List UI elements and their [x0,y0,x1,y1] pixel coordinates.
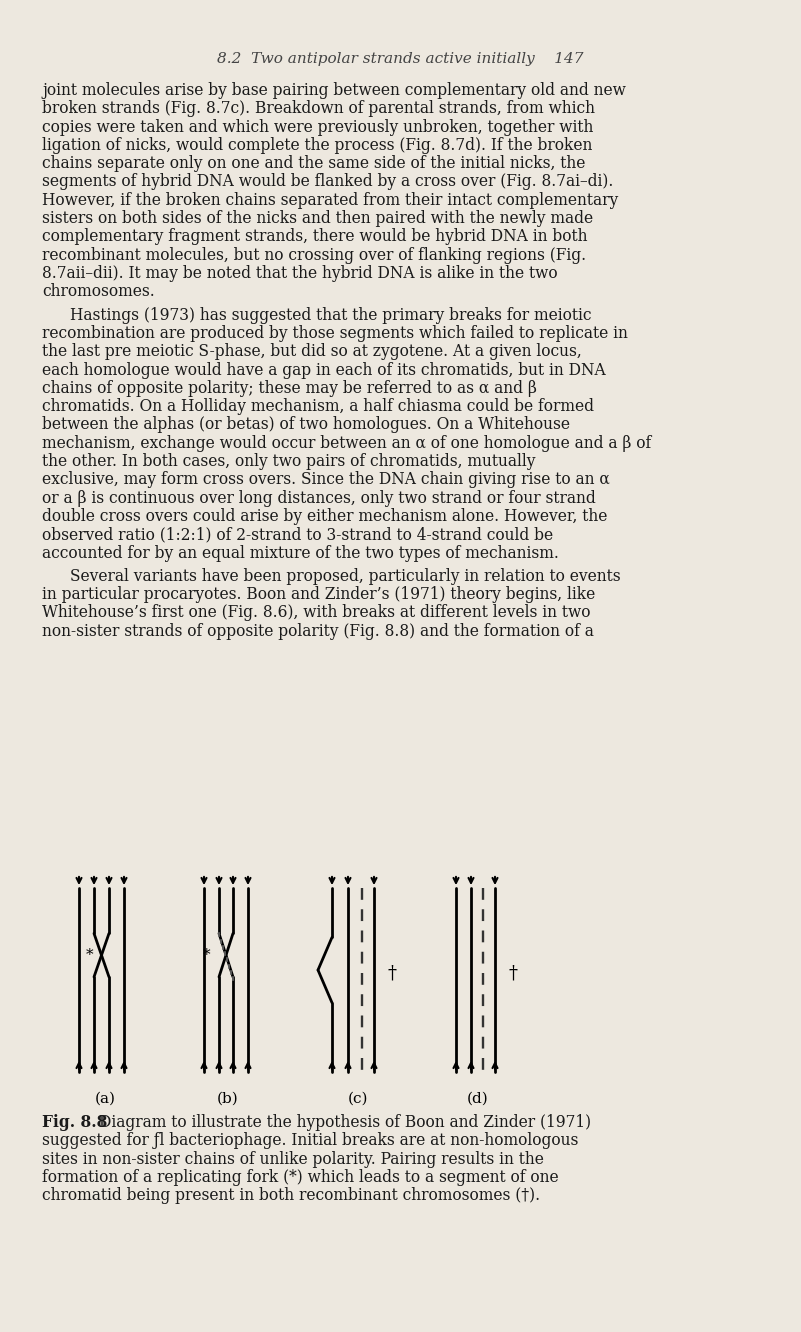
Text: †: † [388,964,396,982]
Text: Diagram to illustrate the hypothesis of Boon and Zinder (1971) suggested for ƒl : Diagram to illustrate the hypothesis of … [100,1114,801,1131]
Text: Whitehouse’s first one (Fig. 8.6), with breaks at different levels in two: Whitehouse’s first one (Fig. 8.6), with … [42,605,590,622]
Text: suggested for ƒl bacteriophage. Initial breaks are at non-homologous: suggested for ƒl bacteriophage. Initial … [42,1132,578,1150]
Text: recombinant molecules, but no crossing over of flanking regions (Fig.: recombinant molecules, but no crossing o… [42,246,586,264]
Text: exclusive, may form cross overs. Since the DNA chain giving rise to an α: exclusive, may form cross overs. Since t… [42,472,610,489]
Text: between the alphas (or betas) of two homologues. On a Whitehouse: between the alphas (or betas) of two hom… [42,417,570,433]
Text: Diagram to illustrate the hypothesis of Boon and Zinder (1971): Diagram to illustrate the hypothesis of … [99,1114,591,1131]
Text: broken strands (Fig. 8.7c). Breakdown of parental strands, from which: broken strands (Fig. 8.7c). Breakdown of… [42,100,595,117]
Text: double cross overs could arise by either mechanism alone. However, the: double cross overs could arise by either… [42,507,607,525]
Text: Several variants have been proposed, particularly in relation to events: Several variants have been proposed, par… [70,567,621,585]
Text: joint molecules arise by base pairing between complementary old and new: joint molecules arise by base pairing be… [42,83,626,99]
Text: (b): (b) [217,1092,239,1106]
Text: observed ratio (1:2:1) of 2-strand to 3-strand to 4-strand could be: observed ratio (1:2:1) of 2-strand to 3-… [42,526,553,543]
Text: Hastings (1973) has suggested that the primary breaks for meiotic: Hastings (1973) has suggested that the p… [70,306,591,324]
Text: in particular procaryotes. Boon and Zinder’s (1971) theory begins, like: in particular procaryotes. Boon and Zind… [42,586,595,603]
Text: mechanism, exchange would occur between an α of one homologue and a β of: mechanism, exchange would occur between … [42,434,651,452]
Text: (a): (a) [95,1092,115,1106]
Text: copies were taken and which were previously unbroken, together with: copies were taken and which were previou… [42,119,594,136]
Text: chromosomes.: chromosomes. [42,284,155,300]
Text: each homologue would have a gap in each of its chromatids, but in DNA: each homologue would have a gap in each … [42,361,606,378]
Text: 8.7aii–dii). It may be noted that the hybrid DNA is alike in the two: 8.7aii–dii). It may be noted that the hy… [42,265,557,282]
Text: (c): (c) [348,1092,368,1106]
Text: non-sister strands of opposite polarity (Fig. 8.8) and the formation of a: non-sister strands of opposite polarity … [42,622,594,639]
Text: Fig. 8.8: Fig. 8.8 [42,1114,107,1131]
Text: recombination are produced by those segments which failed to replicate in: recombination are produced by those segm… [42,325,628,342]
Text: †: † [509,964,517,982]
Bar [0,1110,801,1216]
Text: chromatids. On a Holliday mechanism, a half chiasma could be formed: chromatids. On a Holliday mechanism, a h… [42,398,594,416]
Text: However, if the broken chains separated from their intact complementary: However, if the broken chains separated … [42,192,618,209]
Text: accounted for by an equal mixture of the two types of mechanism.: accounted for by an equal mixture of the… [42,545,559,562]
Text: the other. In both cases, only two pairs of chromatids, mutually: the other. In both cases, only two pairs… [42,453,536,470]
Text: chains of opposite polarity; these may be referred to as α and β: chains of opposite polarity; these may b… [42,380,537,397]
Text: sites in non-sister chains of unlike polarity. Pairing results in the: sites in non-sister chains of unlike pol… [42,1151,544,1168]
Text: sisters on both sides of the nicks and then paired with the newly made: sisters on both sides of the nicks and t… [42,210,593,226]
Text: Fig. 8.8: Fig. 8.8 [42,1114,107,1131]
Text: complementary fragment strands, there would be hybrid DNA in both: complementary fragment strands, there wo… [42,228,587,245]
Text: *: * [86,948,93,962]
Text: formation of a replicating fork (*) which leads to a segment of one: formation of a replicating fork (*) whic… [42,1169,558,1185]
Text: the last pre meiotic S-phase, but did so at zygotene. At a given locus,: the last pre meiotic S-phase, but did so… [42,344,582,360]
Text: chromatid being present in both recombinant chromosomes (†).: chromatid being present in both recombin… [42,1187,540,1204]
Text: *: * [203,948,211,962]
Text: 8.2  Two antipolar strands active initially    147: 8.2 Two antipolar strands active initial… [217,52,583,67]
Text: or a β is continuous over long distances, only two strand or four strand: or a β is continuous over long distances… [42,490,596,506]
Text: chains separate only on one and the same side of the initial nicks, the: chains separate only on one and the same… [42,156,586,172]
Text: segments of hybrid DNA would be flanked by a cross over (Fig. 8.7ai–di).: segments of hybrid DNA would be flanked … [42,173,614,190]
Text: (d): (d) [467,1092,489,1106]
Text: ligation of nicks, would complete the process (Fig. 8.7d). If the broken: ligation of nicks, would complete the pr… [42,137,593,155]
